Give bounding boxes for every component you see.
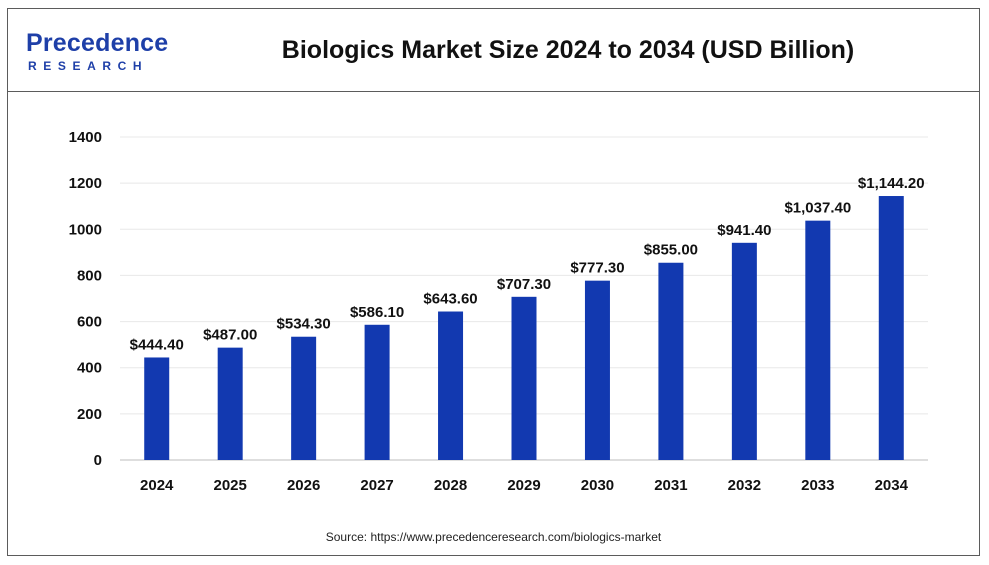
bar: [144, 357, 170, 460]
chart-frame: Precedence RESEARCH Biologics Market Siz…: [7, 8, 980, 556]
y-tick-label: 1400: [69, 129, 102, 146]
bar: [511, 296, 537, 460]
source-note: Source: https://www.precedenceresearch.c…: [8, 530, 979, 544]
data-label: $941.40: [717, 222, 771, 239]
x-tick-label: 2028: [434, 477, 467, 494]
x-tick-label: 2031: [654, 477, 687, 494]
x-tick-label: 2027: [360, 477, 393, 494]
x-tick-label: 2026: [287, 477, 320, 494]
x-tick-label: 2024: [140, 477, 174, 494]
y-tick-label: 0: [94, 452, 102, 469]
y-tick-label: 200: [77, 406, 102, 423]
data-label: $586.10: [350, 304, 404, 321]
bar: [291, 336, 317, 460]
y-tick-label: 600: [77, 314, 102, 331]
data-label: $1,144.20: [858, 175, 925, 192]
bar: [364, 324, 390, 460]
y-tick-label: 800: [77, 267, 102, 284]
source-prefix: Source:: [325, 530, 368, 544]
header: Precedence RESEARCH Biologics Market Siz…: [8, 9, 979, 92]
source-url[interactable]: https://www.precedenceresearch.com/biolo…: [370, 530, 662, 544]
y-tick-label: 400: [77, 360, 102, 377]
data-label: $487.00: [203, 327, 257, 344]
x-tick-label: 2025: [213, 477, 246, 494]
logo-subtitle: RESEARCH: [28, 59, 149, 73]
x-tick-label: 2034: [875, 477, 909, 494]
data-label: $444.40: [130, 336, 184, 353]
brand-logo: Precedence RESEARCH: [26, 29, 176, 79]
bar: [584, 280, 610, 460]
data-label: $534.30: [277, 316, 331, 333]
data-label: $707.30: [497, 276, 551, 293]
bar: [217, 347, 243, 460]
bar: [658, 262, 684, 460]
chart-title: Biologics Market Size 2024 to 2034 (USD …: [281, 36, 855, 64]
x-tick-label: 2029: [507, 477, 540, 494]
x-tick-label: 2033: [801, 477, 834, 494]
bar-chart: 0 200 400 600 800 1000 1200 1400 $444.40 2024 $487…: [69, 129, 928, 494]
data-label: $777.30: [570, 260, 624, 277]
x-tick-label: 2030: [581, 477, 614, 494]
bar: [438, 311, 464, 460]
data-label: $1,037.40: [784, 200, 851, 217]
data-label: $855.00: [644, 242, 698, 259]
bar: [878, 196, 904, 460]
bar: [731, 242, 757, 460]
data-label: $643.60: [423, 291, 477, 308]
x-tick-label: 2032: [728, 477, 761, 494]
y-tick-label: 1000: [69, 221, 102, 238]
bar: [805, 220, 831, 460]
y-tick-label: 1200: [69, 175, 102, 192]
logo-wordmark: Precedence: [26, 29, 169, 57]
